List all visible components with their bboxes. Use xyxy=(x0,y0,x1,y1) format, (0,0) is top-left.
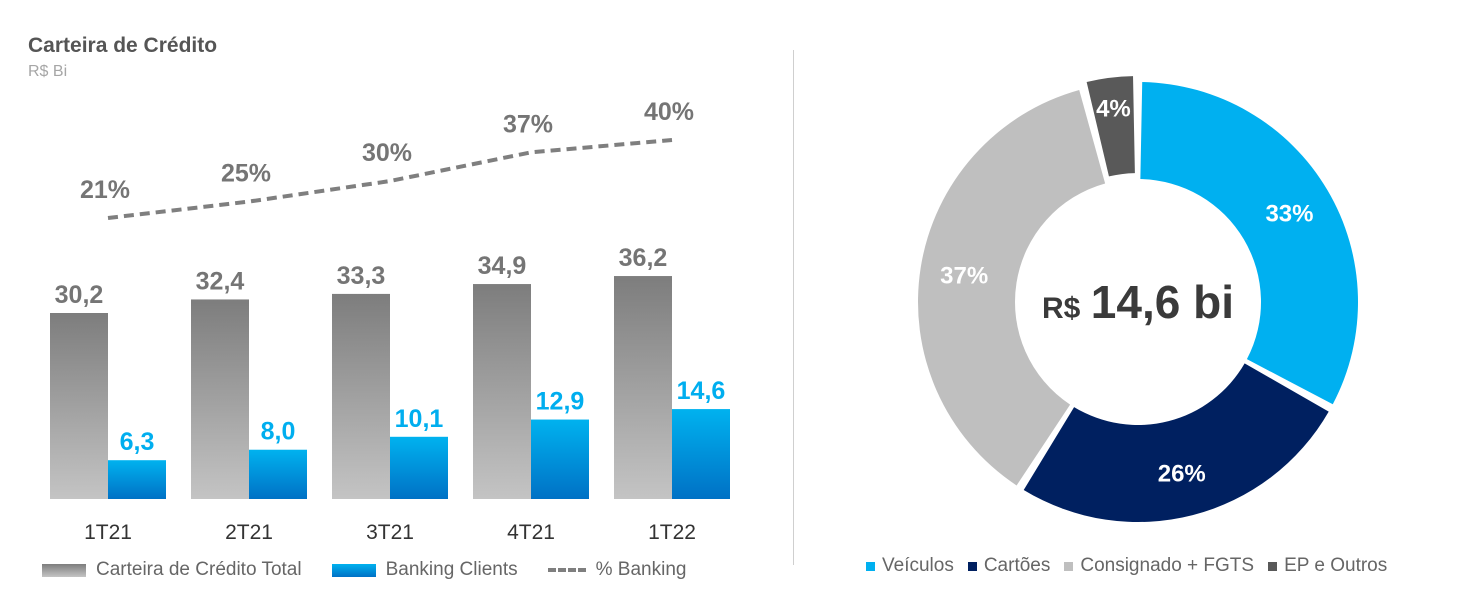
donut-legend-item-2: Consignado + FGTS xyxy=(1064,555,1254,577)
chart-subtitle: R$ Bi xyxy=(28,63,68,80)
donut-label-0: 33% xyxy=(1265,200,1313,227)
data-label-banking-2T21: 8,0 xyxy=(261,418,296,446)
chart-title: Carteira de Crédito xyxy=(28,34,218,57)
pct-label-2T21: 25% xyxy=(221,160,271,188)
legend-swatch-total xyxy=(42,563,86,577)
legend-swatch-pct-banking xyxy=(547,568,586,572)
data-label-total-2T21: 32,4 xyxy=(196,267,245,295)
data-label-total-1T22: 36,2 xyxy=(619,244,668,272)
donut-label-3: 4% xyxy=(1096,96,1131,123)
data-label-total-1T21: 30,2 xyxy=(55,281,104,309)
portfolio-breakdown-panel: 33% 26% 37% 4% R$ 14,6 bi Veículos Cartões Co… xyxy=(800,0,1478,608)
bar-banking-1T22 xyxy=(672,409,730,499)
donut-legend-item-1: Cartões xyxy=(967,555,1051,577)
pct-label-4T21: 37% xyxy=(503,110,553,138)
donut-slice-0 xyxy=(1140,82,1358,405)
donut-legend: Veículos Cartões Consignado + FGTS EP e Out… xyxy=(866,555,1401,577)
bar-banking-4T21 xyxy=(531,419,589,499)
bar-banking-3T21 xyxy=(390,436,448,499)
bar-total-1T21 xyxy=(50,313,108,499)
bar-banking-2T21 xyxy=(249,449,307,499)
donut-legend-swatch-0 xyxy=(866,561,875,571)
x-tick-1T22: 1T22 xyxy=(648,521,696,544)
bar-banking-1T21 xyxy=(108,460,166,499)
legend-label-pct-banking: % Banking xyxy=(595,559,687,580)
donut-label-1: 26% xyxy=(1158,460,1206,487)
x-tick-3T21: 3T21 xyxy=(366,521,414,544)
x-tick-4T21: 4T21 xyxy=(507,521,555,544)
legend-label-banking: Banking Clients xyxy=(385,559,518,580)
bar-total-2T21 xyxy=(191,299,249,499)
bar-total-1T22 xyxy=(614,276,672,499)
bar-total-4T21 xyxy=(473,284,531,499)
donut-legend-label-0: Veículos xyxy=(882,555,954,576)
x-tick-2T21: 2T21 xyxy=(225,521,273,544)
donut-slice-1 xyxy=(1023,363,1329,522)
donut-legend-label-1: Cartões xyxy=(983,555,1051,576)
panel-divider xyxy=(793,50,794,565)
donut-legend-swatch-3 xyxy=(1268,561,1278,571)
donut-slice-2 xyxy=(918,90,1106,486)
legend-label-total: Carteira de Crédito Total xyxy=(96,559,302,580)
legend-item-banking: Banking Clients xyxy=(331,559,518,581)
pct-label-3T21: 30% xyxy=(362,139,412,167)
donut-legend-label-2: Consignado + FGTS xyxy=(1080,555,1255,576)
center-label-value: 14,6 bi xyxy=(1091,276,1234,328)
data-label-banking-3T21: 10,1 xyxy=(395,405,444,433)
donut-label-2: 37% xyxy=(940,262,988,289)
bar-chart-svg: 30,2 6,3 1T21 21% 32,4 8,0 2T21 25% 33,3 10,1 3T21… xyxy=(50,98,730,544)
donut-legend-item-3: EP e Outros xyxy=(1268,555,1387,577)
x-tick-1T21: 1T21 xyxy=(84,521,132,544)
donut-legend-label-3: EP e Outros xyxy=(1284,555,1388,576)
data-label-total-3T21: 33,3 xyxy=(337,262,386,290)
legend-item-total: Carteira de Crédito Total xyxy=(42,559,302,581)
donut-legend-swatch-1 xyxy=(967,561,977,571)
donut-slice-3 xyxy=(1086,76,1135,177)
center-label-prefix: R$ xyxy=(1042,292,1081,325)
pct-label-1T21: 21% xyxy=(80,176,130,204)
data-label-total-4T21: 34,9 xyxy=(478,252,527,280)
legend-swatch-banking xyxy=(331,563,376,577)
donut-legend-item-0: Veículos xyxy=(866,555,954,577)
bar-total-3T21 xyxy=(332,293,390,499)
credit-portfolio-chart-panel: Carteira de Crédito R$ Bi 30,2 6,3 1T21 21%… xyxy=(28,34,730,581)
data-label-banking-1T22: 14,6 xyxy=(677,377,726,405)
pct-label-1T22: 40% xyxy=(644,98,694,126)
bar-chart-legend: Carteira de Crédito Total Banking Client… xyxy=(42,559,686,581)
legend-item-pct-banking: % Banking xyxy=(547,559,687,581)
donut-legend-swatch-2 xyxy=(1064,561,1074,571)
data-label-banking-1T21: 6,3 xyxy=(120,428,155,456)
donut-center-label: R$ 14,6 bi xyxy=(1042,276,1234,328)
donut-chart-svg: 33% 26% 37% 4% R$ 14,6 bi xyxy=(918,76,1358,522)
data-label-banking-4T21: 12,9 xyxy=(536,388,585,416)
